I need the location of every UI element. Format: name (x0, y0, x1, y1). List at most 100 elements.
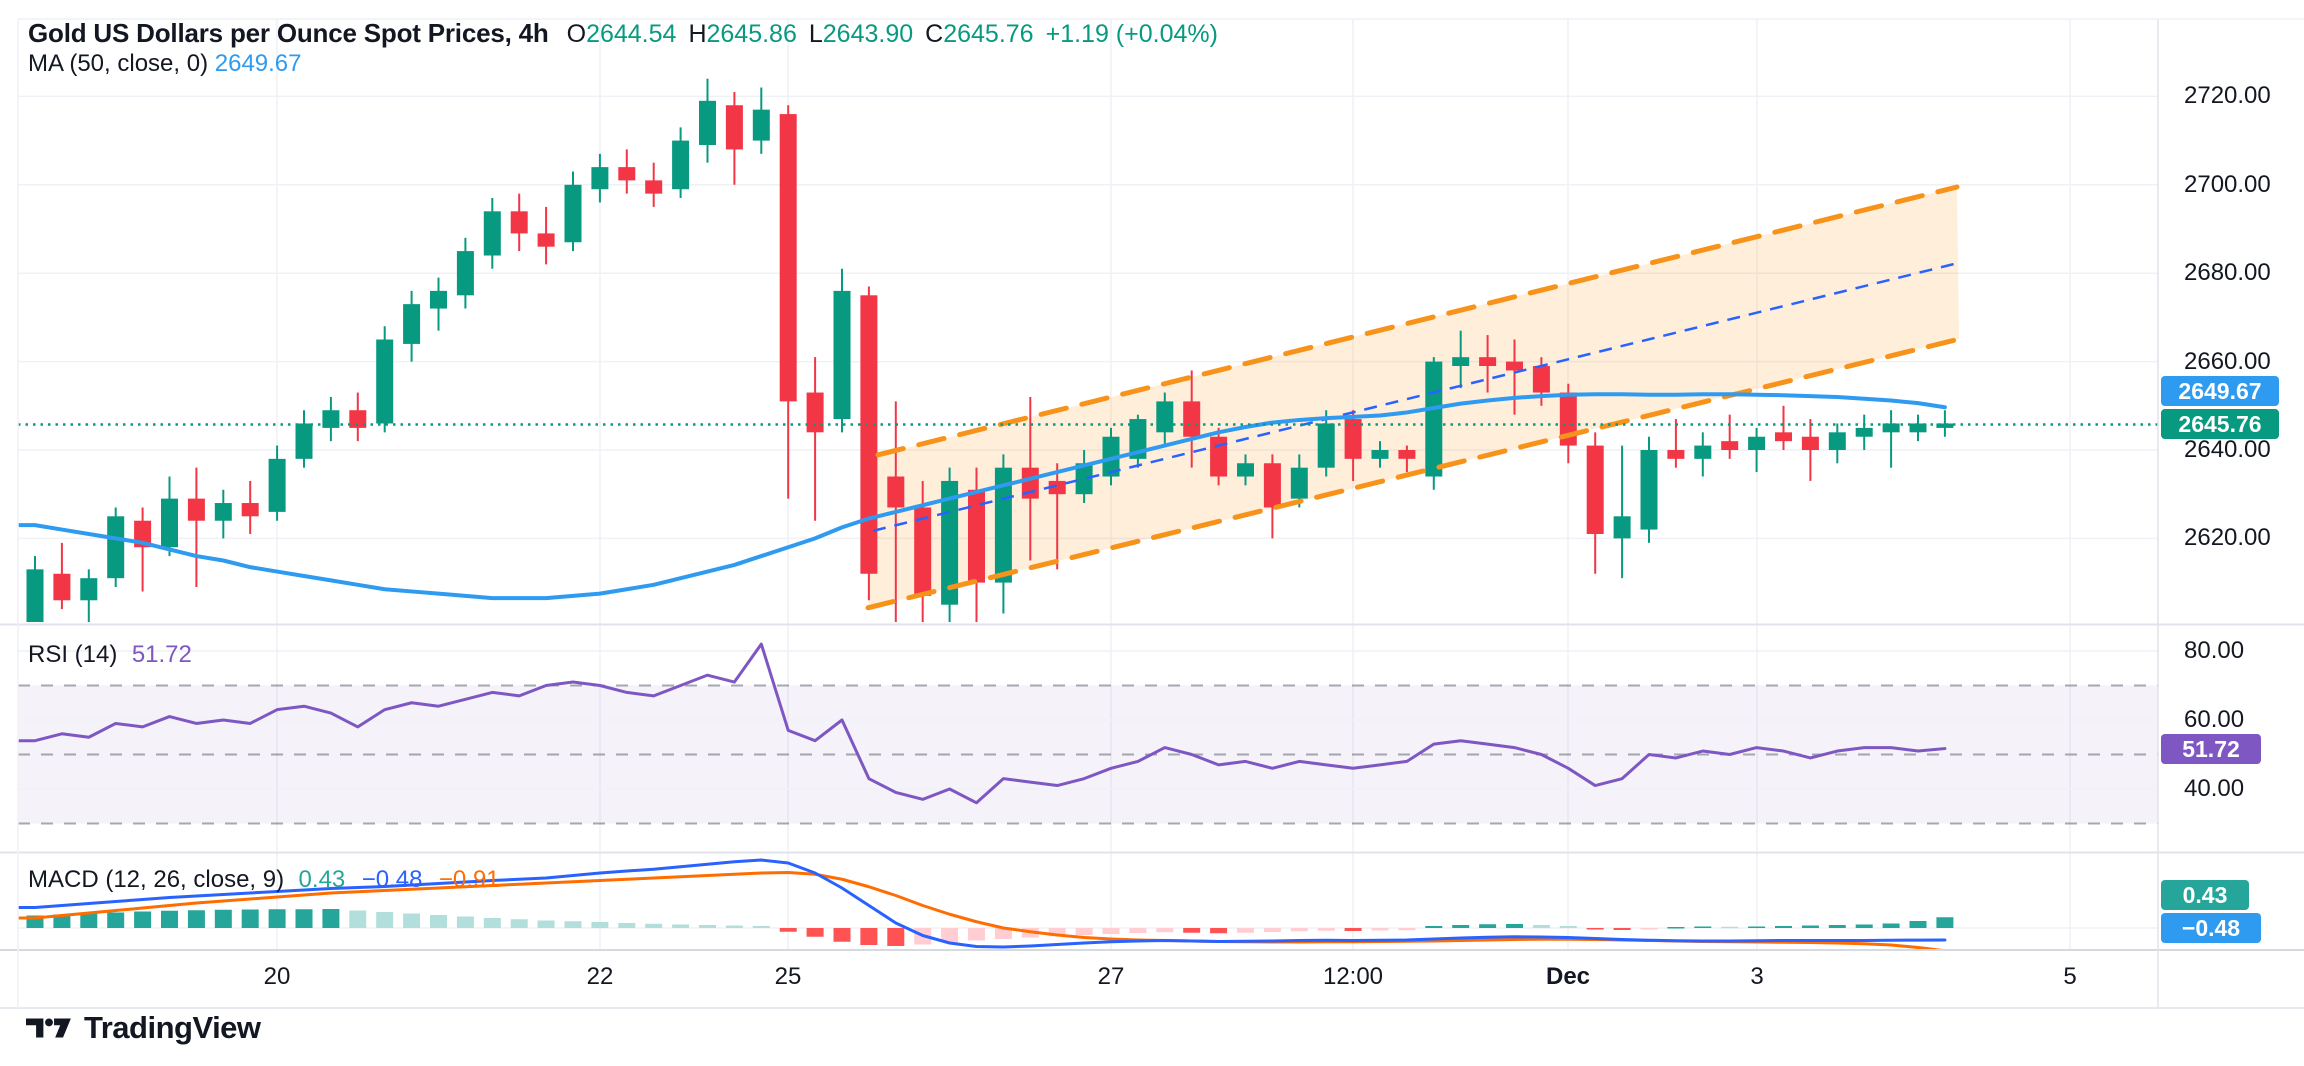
candle-body (1721, 441, 1739, 450)
rsi-line (18, 642, 1947, 805)
candle-body (483, 211, 501, 256)
macd-hist-bar (1263, 928, 1281, 932)
rsi-tick-label: 40.00 (2184, 775, 2245, 802)
macd-hist-bar (241, 909, 259, 928)
candle-body (806, 392, 824, 433)
candle-body (1882, 423, 1900, 433)
price-tick-label: 2720.00 (2184, 82, 2271, 110)
candle-body (1371, 450, 1389, 459)
candle-body (1237, 463, 1254, 477)
channel-lower-line (865, 336, 1962, 611)
macd-signal-value: −0.91 (438, 866, 500, 893)
price-tick-label: 2660.00 (2184, 347, 2271, 375)
candle-body (161, 498, 178, 548)
macd-hist-bar (349, 910, 367, 928)
change-value: +1.19 (+0.04%) (1045, 20, 1218, 48)
open-label: O (566, 20, 587, 48)
rsi-pane (18, 642, 2158, 825)
rsi-tick-label: 80.00 (2184, 637, 2245, 664)
macd-hist-bar (295, 909, 313, 928)
macd-hist-bar (1237, 928, 1254, 933)
candle-body (537, 233, 555, 247)
macd-hist-bar (456, 916, 474, 928)
macd-line (18, 858, 1947, 949)
candle-body (1909, 423, 1927, 433)
macd-hist-bar (1559, 926, 1577, 928)
channel-upper-line (875, 184, 1960, 458)
time-tick-label: 27 (1097, 963, 1125, 990)
macd-legend[interactable]: MACD (12, 26, close, 9) 0.43 −0.48 −0.91 (28, 866, 512, 894)
candle-body (1667, 450, 1685, 459)
macd-hist-bar (860, 928, 878, 945)
candle-body (1801, 436, 1819, 450)
macd-hist-bar (214, 909, 232, 928)
macd-hist-bar (1290, 928, 1308, 932)
price-tick-label: 2680.00 (2184, 259, 2271, 287)
macd-hist-bar (1909, 921, 1927, 928)
macd-hist-bar (403, 913, 421, 928)
time-tick-label: Dec (1545, 963, 1591, 990)
macd-hist-bar (483, 918, 501, 928)
macd-hist-bar (322, 909, 340, 928)
candle-body (107, 516, 125, 579)
macd-hist-bar (725, 925, 743, 928)
candle-body (510, 211, 528, 234)
macd-hist-bar (618, 923, 636, 928)
macd-hist-bar (1317, 928, 1335, 931)
candle-body (564, 184, 582, 243)
macd-hist-bar (994, 928, 1012, 939)
candle-body (1290, 467, 1308, 499)
candle-body (618, 167, 636, 181)
macd-hist-bar (645, 923, 663, 928)
macd-hist-bar (672, 924, 690, 928)
symbol-legend[interactable]: Gold US Dollars per Ounce Spot Prices, 4… (28, 18, 1230, 49)
macd-hist-bar (268, 909, 286, 928)
macd-hist-bar (80, 913, 98, 928)
ma50-line (18, 392, 1947, 601)
ma-value: 2649.67 (214, 50, 302, 77)
candle-body (968, 489, 985, 583)
rsi-value-badge: 51.72 (2161, 734, 2261, 764)
candle-body (187, 498, 205, 521)
candle-body (1855, 427, 1873, 437)
rsi-value: 51.72 (131, 641, 192, 668)
candle-body (672, 140, 690, 190)
price-tick-label: 2700.00 (2184, 170, 2271, 198)
macd-hist-bar (1828, 925, 1846, 928)
macd-hist-value: 0.43 (298, 866, 346, 893)
close-value: 2645.76 (943, 20, 1034, 48)
ma-legend[interactable]: MA (50, close, 0) 2649.67 (28, 50, 314, 78)
last-price-badge: 2645.76 (2161, 409, 2279, 439)
candle-body (1156, 401, 1174, 433)
macd-hist-bar (806, 928, 824, 937)
candle-body (860, 295, 878, 574)
candle-body (1775, 432, 1792, 442)
tradingview-logo[interactable]: TradingView (26, 1010, 261, 1046)
macd-hist-bar (699, 925, 716, 928)
time-tick-label: 12:00 (1322, 963, 1384, 990)
macd-hist-bar (1048, 928, 1066, 937)
candle-body (645, 180, 663, 194)
macd-hist-bar (1721, 926, 1739, 929)
candle-body (1102, 436, 1120, 477)
macd-hist-bar (430, 915, 447, 928)
macd-hist-bar (1640, 928, 1658, 930)
ma-label: MA (50, close, 0) (28, 50, 209, 77)
macd-hist-bar (187, 910, 205, 928)
rsi-legend[interactable]: RSI (14) 51.72 (28, 641, 204, 669)
open-value: 2644.54 (586, 20, 677, 48)
candle-body (80, 578, 98, 601)
macd-hist-bar (1532, 925, 1550, 928)
macd-hist-bar (887, 928, 905, 946)
candle-body (1828, 432, 1846, 450)
candle-body (1048, 480, 1066, 495)
candle-body (241, 503, 259, 517)
macd-line-badge: −0.48 (2161, 913, 2261, 943)
candle-body (1506, 361, 1523, 371)
price-tick-label: 2620.00 (2184, 524, 2271, 552)
candle-body (887, 476, 905, 508)
candle-body (1075, 463, 1093, 495)
macd-hist-bar (941, 928, 959, 943)
candle-body (591, 167, 609, 190)
